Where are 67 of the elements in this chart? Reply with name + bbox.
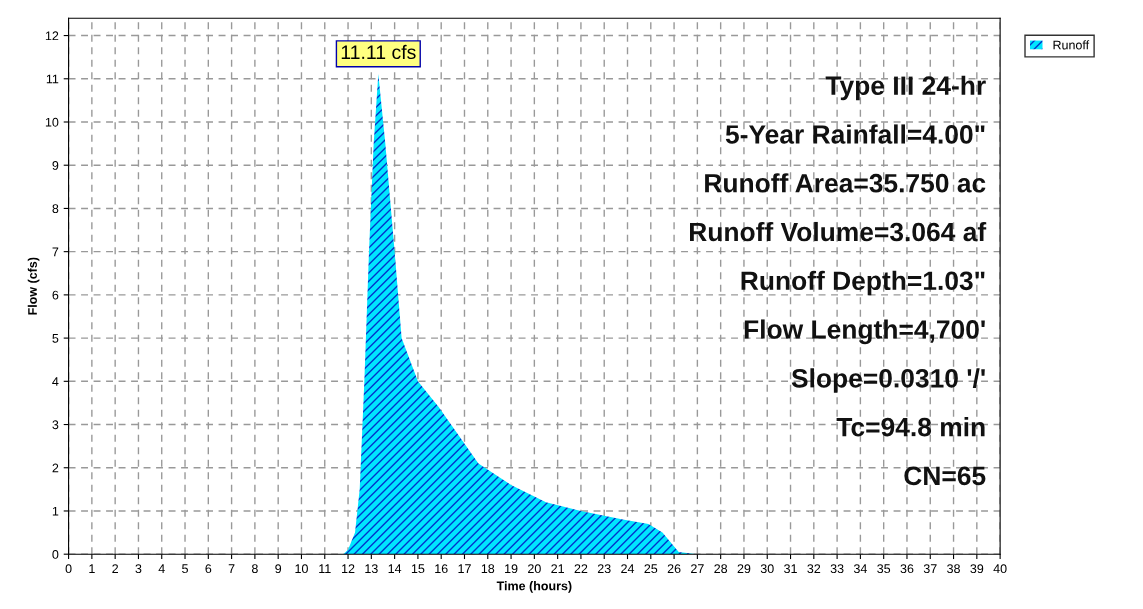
x-tick-label: 4 bbox=[158, 564, 165, 573]
y-tick-label: 3 bbox=[52, 420, 59, 430]
x-tick-label: 21 bbox=[551, 564, 564, 573]
y-tick-label: 7 bbox=[52, 247, 59, 257]
x-tick-label: 18 bbox=[481, 564, 495, 574]
x-tick-label: 13 bbox=[365, 564, 378, 574]
x-tick-label: 20 bbox=[528, 564, 541, 574]
x-tick-label: 32 bbox=[807, 564, 821, 574]
x-tick-label: 0 bbox=[65, 564, 72, 574]
x-tick-label: 38 bbox=[947, 564, 960, 574]
x-tick-label: 27 bbox=[691, 564, 704, 573]
annotation: Runoff Area=35.750 ac bbox=[705, 173, 986, 193]
annotation: CN=65 bbox=[904, 466, 986, 486]
x-tick-label: 28 bbox=[714, 564, 728, 574]
annotation: Slope=0.0310 '/' bbox=[791, 368, 985, 393]
y-tick-label: 9 bbox=[52, 161, 59, 170]
x-tick-label: 31 bbox=[784, 564, 797, 574]
x-tick-label: 30 bbox=[760, 564, 774, 574]
x-tick-label: 14 bbox=[388, 564, 402, 573]
x-tick-label: 12 bbox=[342, 564, 355, 573]
y-tick-label: 10 bbox=[45, 117, 59, 127]
x-tick-label: 10 bbox=[295, 564, 308, 574]
y-tick-label: 5 bbox=[52, 334, 59, 343]
annotation: Runoff Volume=3.064 af bbox=[690, 221, 987, 242]
x-tick-label: 6 bbox=[205, 564, 212, 574]
y-tick-label: 12 bbox=[45, 31, 59, 41]
annotation: 11.11 cfs bbox=[341, 44, 416, 60]
x-tick-label: 19 bbox=[505, 564, 518, 574]
x-tick-label: 34 bbox=[853, 564, 867, 574]
annotation: 5-Year Rainfall=4.00" bbox=[725, 124, 985, 144]
x-tick-label: 1 bbox=[89, 564, 95, 573]
x-tick-label: 16 bbox=[435, 564, 448, 574]
y-tick-label: 6 bbox=[52, 290, 59, 300]
x-tick-label: 7 bbox=[228, 564, 235, 573]
x-tick-label: 23 bbox=[597, 564, 611, 574]
x-tick-label: 24 bbox=[621, 564, 635, 573]
legend-label: Runoff bbox=[1053, 40, 1090, 50]
x-tick-label: 11 bbox=[319, 564, 331, 573]
x-tick-label: 2 bbox=[112, 564, 119, 573]
annotation: Type III 24-hr bbox=[825, 75, 986, 101]
y-tick-label: 4 bbox=[52, 377, 59, 386]
y-tick-label: 11 bbox=[46, 74, 59, 84]
x-tick-label: 22 bbox=[574, 564, 588, 573]
x-tick-label: 39 bbox=[970, 564, 984, 574]
annotation: Flow Length=4,700' bbox=[744, 319, 985, 345]
y-tick-label: 0 bbox=[52, 549, 59, 559]
y-tick-label: 8 bbox=[52, 204, 59, 214]
x-tick-label: 29 bbox=[737, 564, 751, 574]
y-axis-title: Flow (cfs) bbox=[27, 257, 40, 315]
x-tick-label: 17 bbox=[458, 564, 471, 573]
x-tick-label: 25 bbox=[644, 564, 658, 574]
annotation: Tc=94.8 min bbox=[836, 417, 985, 437]
annotation: Runoff Depth=1.03" bbox=[741, 270, 985, 296]
y-tick-label: 1 bbox=[52, 506, 59, 516]
x-tick-label: 26 bbox=[667, 564, 681, 574]
x-tick-label: 8 bbox=[251, 564, 258, 574]
x-tick-label: 40 bbox=[993, 564, 1007, 574]
x-tick-label: 5 bbox=[182, 564, 188, 574]
x-tick-label: 36 bbox=[900, 564, 914, 574]
y-tick-label: 2 bbox=[52, 463, 59, 473]
x-tick-label: 35 bbox=[877, 564, 891, 574]
x-tick-label: 15 bbox=[411, 564, 425, 574]
x-tick-label: 3 bbox=[135, 564, 142, 574]
x-tick-label: 9 bbox=[275, 564, 282, 574]
x-tick-label: 37 bbox=[923, 564, 937, 574]
x-tick-label: 33 bbox=[830, 564, 844, 574]
x-axis-title: Time (hours) bbox=[496, 581, 572, 593]
